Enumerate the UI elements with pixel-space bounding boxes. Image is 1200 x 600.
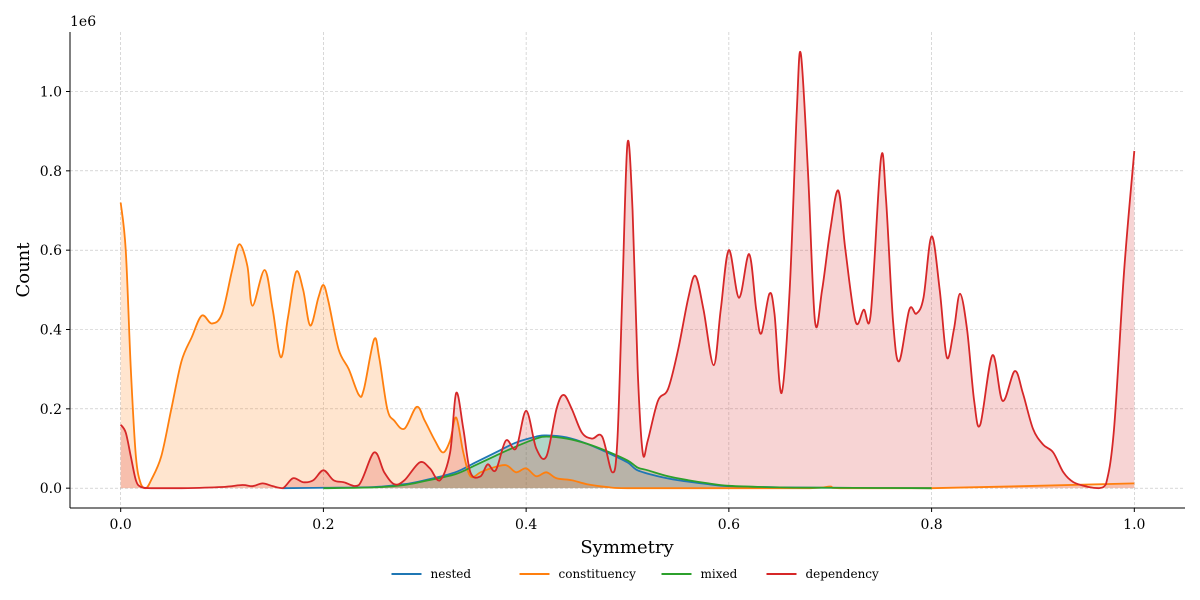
line-constituency [119,202,1135,490]
legend-item-constituency: constituency [519,567,637,581]
x-axis-label: Symmetry [580,537,674,558]
legend-label: dependency [806,567,880,581]
x-tick-label: 0.4 [515,517,537,533]
x-tick-label: 0.0 [110,517,132,533]
legend-label: nested [431,567,472,581]
area-nested [282,435,932,489]
y-scale-label: 1e6 [70,14,96,30]
legend-item-mixed: mixed [661,567,738,581]
y-tick-label: 0.2 [40,402,62,418]
legend-label: mixed [701,567,738,581]
legend-item-nested: nested [391,567,472,581]
x-tick-label: 0.2 [312,517,334,533]
legend-item-dependency: dependency [766,567,880,581]
legend-label: constituency [559,567,637,581]
x-tick-label: 1.0 [1123,517,1145,533]
y-tick-label: 0.4 [40,323,62,339]
x-ticks: 0.0 0.2 0.4 0.6 0.8 1.0 [110,508,1145,533]
y-tick-label: 0.8 [40,164,62,180]
series-areas [120,51,1135,489]
legend: nested constituency mixed dependency [391,567,880,581]
y-tick-label: 0.0 [40,481,62,497]
x-tick-label: 0.6 [718,517,740,533]
y-tick-label: 1.0 [40,85,62,101]
area-constituency [120,202,1135,489]
x-tick-label: 0.8 [920,517,942,533]
series-lines [119,50,1136,490]
y-tick-label: 0.6 [40,243,62,259]
y-ticks: 0.0 0.2 0.4 0.6 0.8 1.0 [40,85,70,497]
y-axis-label: Count [13,242,34,298]
line-mixed [323,435,932,490]
line-dependency [119,50,1136,490]
axes [69,32,1185,509]
